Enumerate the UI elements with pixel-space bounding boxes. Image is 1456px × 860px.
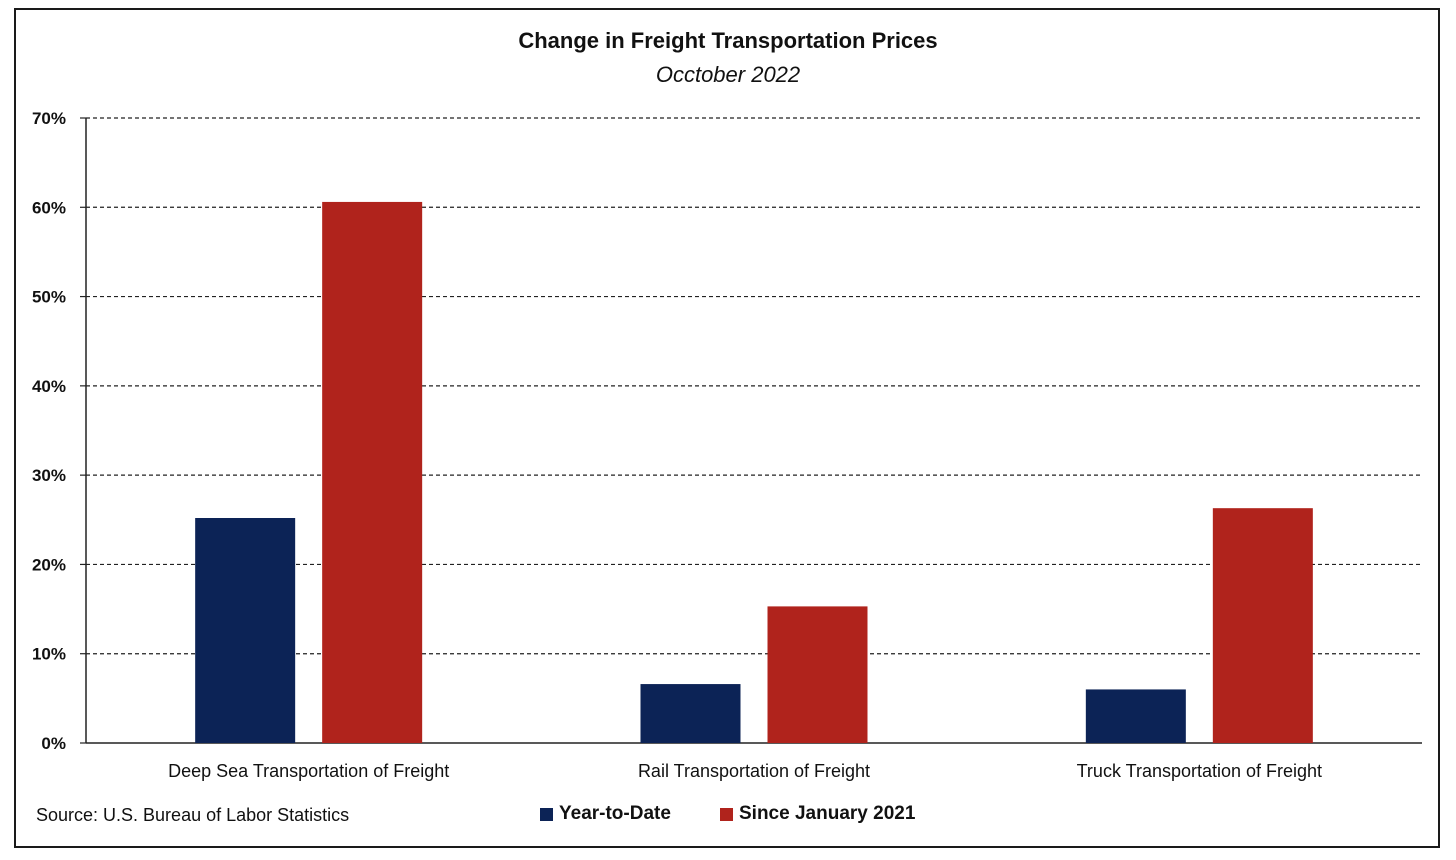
ytick-label: 20% bbox=[32, 555, 66, 574]
ytick-label: 60% bbox=[32, 198, 66, 217]
ytick-label: 10% bbox=[32, 645, 66, 664]
legend-swatch-ytd bbox=[540, 807, 553, 821]
legend-label-ytd: Year-to-Date bbox=[559, 803, 671, 824]
bar-since-2021-0 bbox=[322, 201, 423, 743]
xtick-label: Rail Transportation of Freight bbox=[638, 761, 870, 781]
legend-item-since-2021: Since January 2021 bbox=[720, 803, 915, 825]
bar-ytd-1 bbox=[640, 684, 741, 743]
bar-ytd-0 bbox=[195, 518, 296, 743]
ytick-label: 40% bbox=[32, 377, 66, 396]
bar-since-2021-2 bbox=[1212, 508, 1313, 743]
chart-subtitle: Occtober 2022 bbox=[655, 62, 801, 87]
chart-title: Change in Freight Transportation Prices bbox=[518, 28, 938, 53]
legend-swatch-since-2021 bbox=[720, 807, 733, 821]
legend-label-since-2021: Since January 2021 bbox=[739, 803, 916, 824]
ytick-label: 70% bbox=[32, 109, 66, 128]
legend-item-ytd: Year-to-Date bbox=[540, 803, 671, 825]
ytick-label: 30% bbox=[32, 466, 66, 485]
ytick-label: 0% bbox=[41, 734, 66, 753]
xtick-label: Truck Transportation of Freight bbox=[1077, 761, 1322, 781]
ytick-label: 50% bbox=[32, 288, 66, 307]
xtick-label: Deep Sea Transportation of Freight bbox=[168, 761, 449, 781]
bar-ytd-2 bbox=[1085, 689, 1186, 743]
source-note: Source: U.S. Bureau of Labor Statistics bbox=[36, 805, 350, 825]
bar-since-2021-1 bbox=[767, 606, 868, 743]
